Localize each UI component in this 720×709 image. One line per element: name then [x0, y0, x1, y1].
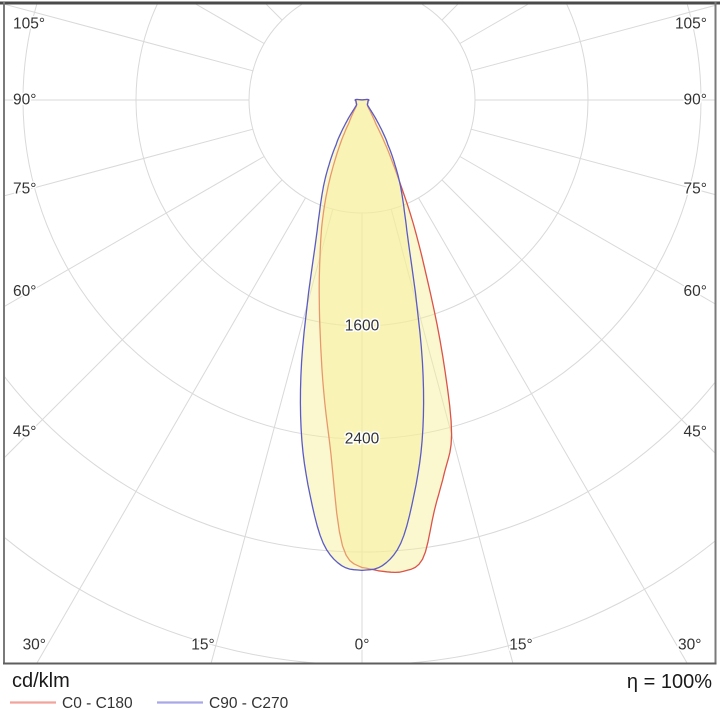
grid-ray-60 [459, 156, 715, 305]
efficiency-label: η = 100% [627, 671, 712, 693]
intensity-curves [299, 98, 453, 574]
grid-ray-285 [5, 128, 254, 197]
legend: C0 - C180 C90 - C270 [10, 695, 289, 709]
grid-ray-30 [418, 197, 688, 664]
legend-label-c90-c270: C90 - C270 [209, 695, 289, 709]
units-label: cd/klm [12, 670, 70, 692]
angle-label-left-45: 45° [13, 424, 36, 441]
angle-label-right-90: 90° [684, 92, 707, 109]
angle-label-bottom--30: 30° [23, 637, 46, 654]
ring-label-2400: 2400 [345, 431, 380, 448]
grid-ray-45 [441, 179, 715, 454]
angle-label-bottom--15: 15° [191, 637, 214, 654]
curve-C90-C270 [299, 98, 425, 572]
plot-border [0, 1, 720, 665]
angle-label-left-105: 105° [13, 16, 45, 33]
grid-ray-345 [210, 208, 334, 664]
grid-ray-330 [36, 197, 306, 664]
legend-label-c0-c180: C0 - C180 [62, 695, 133, 709]
angle-label-right-60: 60° [684, 283, 707, 300]
grid-ray-255 [5, 4, 254, 72]
angle-label-left-90: 90° [13, 92, 36, 109]
grid-ray-105 [470, 4, 715, 72]
ring-value-labels: 1600 2400 [343, 316, 381, 449]
grid-ray-15 [390, 208, 514, 664]
angle-label-left-60: 60° [13, 283, 36, 300]
grid-ray-300 [5, 156, 265, 307]
angle-label-bottom-30: 30° [678, 637, 701, 654]
grid-ray-75 [470, 128, 715, 196]
angle-label-bottom-0: 0° [355, 637, 370, 654]
angle-label-bottom-15: 15° [509, 637, 532, 654]
angle-tick-labels: 105° 90° 75° 60° 45° 105° 90° 75° 60° 45° 30° 15° 0°… [12, 14, 709, 655]
ring-label-1600: 1600 [345, 318, 380, 335]
grid-ray-315 [5, 179, 283, 458]
angle-label-left-75: 75° [13, 181, 36, 198]
angle-label-right-75: 75° [684, 181, 707, 198]
angle-label-right-105: 105° [675, 16, 707, 33]
angle-label-right-45: 45° [684, 424, 707, 441]
